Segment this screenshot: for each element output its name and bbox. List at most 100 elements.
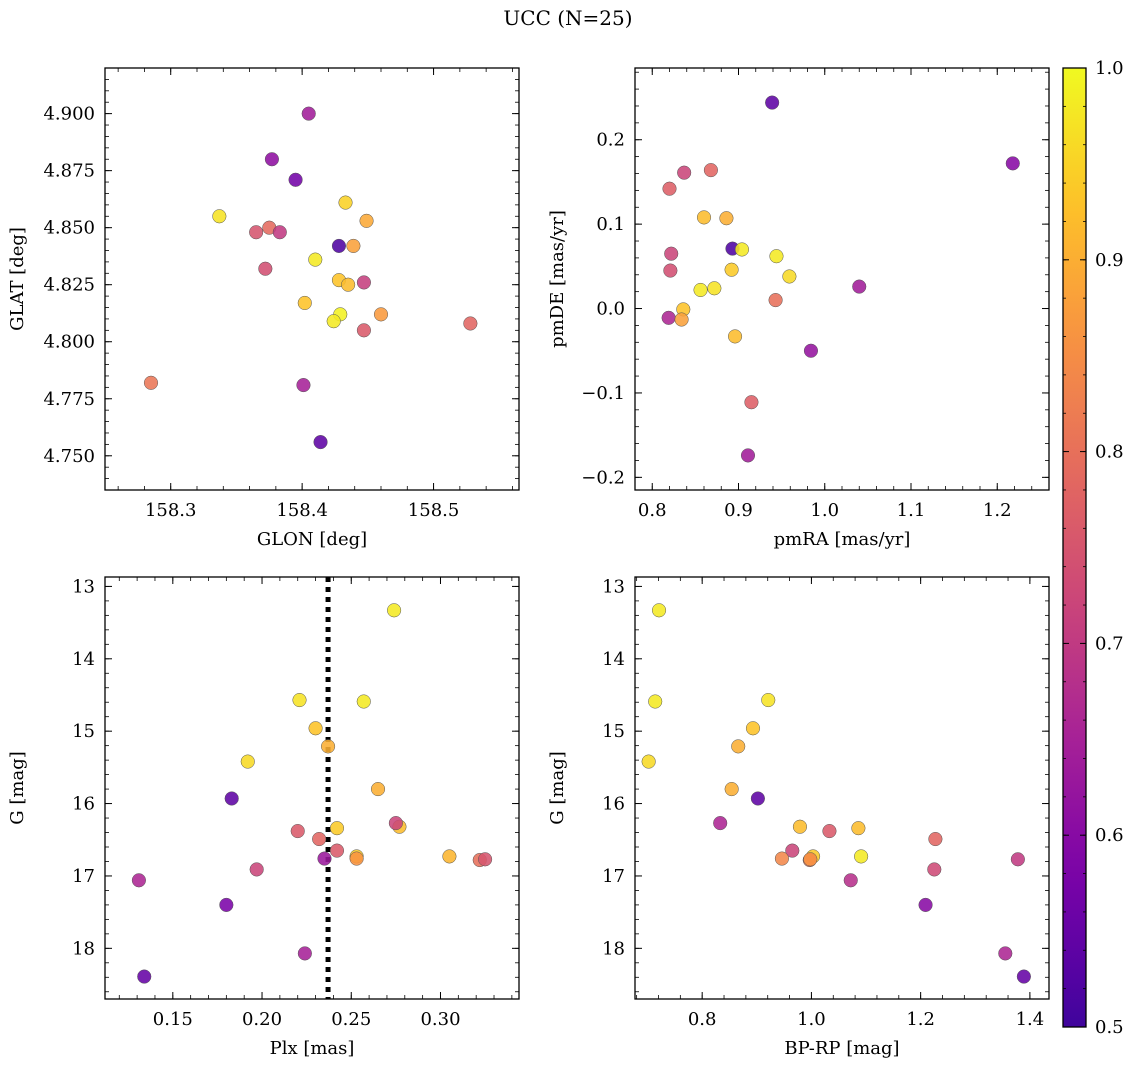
x-tick-label: 0.8 (688, 1009, 717, 1030)
data-point (724, 782, 739, 797)
data-point (297, 946, 312, 961)
data-point (782, 269, 797, 284)
data-point (341, 277, 356, 292)
data-point (927, 862, 942, 877)
colorbar-tick-label: 0.9 (1095, 250, 1124, 271)
data-point (843, 873, 858, 888)
x-tick-label: 1.2 (983, 500, 1012, 521)
data-point (803, 852, 818, 867)
colorbar-tick-label: 1.0 (1095, 58, 1124, 79)
data-point (734, 242, 750, 257)
data-point (852, 279, 867, 294)
data-point (677, 165, 692, 180)
x-axis-label: BP-RP [mag] (784, 1038, 899, 1059)
x-tick-label: 1.4 (1016, 1009, 1045, 1030)
x-tick-label: 0.15 (153, 1009, 193, 1030)
x-tick-label: 158.3 (145, 500, 197, 521)
y-axis-label: pmDE [mas/yr] (547, 210, 568, 348)
data-point (731, 739, 746, 754)
data-point (296, 378, 311, 393)
x-tick-label: 0.20 (242, 1009, 282, 1030)
y-tick-label: 14 (602, 649, 625, 670)
data-point (249, 862, 264, 877)
data-point (478, 852, 493, 867)
data-point (1010, 852, 1025, 867)
data-point (641, 754, 656, 769)
data-point (312, 831, 327, 847)
data-point (792, 819, 807, 834)
data-point (442, 849, 457, 864)
data-point (693, 282, 708, 298)
x-axis-label: GLON [deg] (257, 529, 367, 550)
data-point (728, 329, 743, 344)
data-point (774, 851, 789, 866)
points (131, 603, 493, 984)
data-point (143, 375, 159, 390)
data-point (463, 316, 478, 331)
x-tick-label: 1.0 (797, 1009, 826, 1030)
y-tick-label: 4.775 (43, 389, 95, 410)
data-point (224, 791, 239, 806)
subplot-4: 0.8 1.0 1.2 1.4 13 14 15 16 17 18 BP-RP [mag] G [ma… (547, 576, 1050, 1059)
x-axis-label: pmRA [mas/yr] (774, 529, 911, 550)
y-tick-label: −0.1 (581, 383, 625, 404)
y-tick-label: −0.2 (581, 467, 625, 488)
colorbar-tick-label: 0.7 (1095, 633, 1124, 654)
data-point (297, 295, 312, 311)
colorbar: 0.5 0.6 0.7 0.8 0.9 1.0 (1062, 58, 1124, 1038)
y-tick-label: 4.825 (43, 275, 95, 296)
y-axis-label: G [mag] (7, 751, 28, 824)
data-point (301, 106, 316, 121)
subplot-1: 158.3 158.4 158.5 4.750 4.775 4.800 4.825 4.850… (7, 67, 520, 550)
data-point (696, 210, 712, 225)
y-tick-label: 15 (72, 721, 95, 742)
colorbar-gradient (1062, 67, 1087, 1028)
data-point (651, 603, 667, 618)
data-point (292, 693, 307, 708)
data-point (346, 238, 361, 253)
data-point (356, 275, 371, 290)
points (143, 106, 478, 450)
data-point (321, 739, 336, 754)
y-tick-label: 18 (602, 938, 625, 959)
data-point (674, 312, 689, 327)
data-point (313, 435, 328, 450)
data-point (131, 873, 146, 888)
data-point (329, 821, 345, 836)
data-point (356, 694, 371, 709)
y-tick-label: 18 (72, 938, 95, 959)
y-tick-label: 16 (602, 794, 625, 815)
data-point (264, 152, 279, 167)
subplot-3: 0.15 0.20 0.25 0.30 13 14 15 16 17 18 Plx [mas] G [… (7, 576, 520, 1059)
data-point (373, 307, 389, 322)
points (661, 95, 1020, 463)
y-axis-label: G [mag] (547, 751, 568, 824)
data-point (290, 824, 305, 839)
data-point (744, 395, 759, 410)
y-tick-label: 4.850 (43, 218, 95, 239)
data-point (648, 694, 663, 709)
y-tick-label: 15 (602, 721, 625, 742)
data-point (288, 172, 303, 187)
y-tick-label: 17 (602, 866, 625, 887)
axes-frame (634, 576, 1050, 1000)
y-tick-label: 4.750 (43, 446, 95, 467)
data-point (765, 95, 780, 110)
axes-frame (104, 67, 520, 491)
data-point (803, 343, 819, 358)
x-tick-label: 158.4 (276, 500, 328, 521)
data-point (761, 693, 776, 708)
data-point (719, 211, 734, 226)
y-tick-label: 0.1 (596, 214, 625, 235)
data-point (1005, 156, 1020, 171)
data-point (998, 946, 1013, 961)
x-tick-label: 1.2 (906, 1009, 935, 1030)
data-point (219, 897, 234, 912)
x-tick-label: 1.1 (897, 500, 926, 521)
data-point (724, 262, 739, 277)
colorbar-tick-label: 0.6 (1095, 825, 1124, 846)
data-point (317, 851, 332, 866)
subplot-2: 0.8 0.9 1.0 1.1 1.2 −0.2 −0.1 0.0 0.1 0.2 pmRA [ma… (547, 67, 1050, 550)
y-tick-label: 4.875 (43, 161, 95, 182)
x-tick-label: 0.8 (638, 500, 667, 521)
